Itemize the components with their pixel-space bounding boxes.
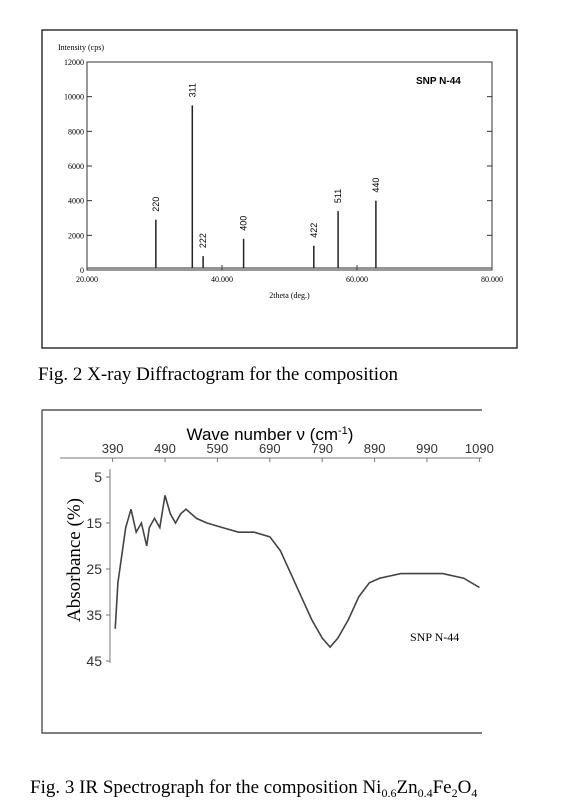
y-axis-label: Absorbance (%)	[64, 498, 85, 622]
y-axis-label: Intensity (cps)	[58, 43, 104, 52]
x-tick-label: 60.000	[346, 275, 368, 284]
peak-label: 220	[151, 197, 161, 212]
y-tick-label: 0	[80, 266, 84, 275]
y-tick-label: 25	[86, 561, 102, 577]
x-tick-label: 890	[364, 441, 386, 456]
x-tick-label: 1090	[465, 441, 494, 456]
x-tick-label: 790	[311, 441, 333, 456]
title-part: -1	[338, 425, 348, 437]
annotation: SNP N-44	[416, 76, 461, 87]
figure-frame	[41, 29, 518, 349]
x-tick-label: 990	[416, 441, 438, 456]
y-tick-label: 8000	[68, 127, 84, 136]
y-tick-label: 2000	[68, 231, 84, 240]
y-tick-label: 15	[86, 515, 102, 531]
x-tick-label: 590	[207, 441, 229, 456]
caption-part: Fe	[433, 777, 452, 798]
peak-label: 422	[309, 223, 319, 238]
peak-label: 222	[198, 233, 208, 248]
spectrum-line	[114, 495, 480, 649]
peak-label: 400	[239, 216, 249, 231]
y-tick-label: 12000	[64, 58, 84, 67]
peak-label: 511	[333, 189, 343, 203]
caption-part: Fig. 3 IR Spectrograph for the compositi…	[30, 777, 381, 798]
x-tick-label: 690	[259, 441, 281, 456]
y-tick-label: 6000	[68, 162, 84, 171]
x-axis-label: 2theta (deg.)	[269, 291, 310, 300]
x-tick-label: 40.000	[211, 275, 233, 284]
y-tick-label: 35	[86, 607, 102, 623]
caption-part: 0.4	[418, 786, 433, 800]
y-tick-label: 4000	[68, 197, 84, 206]
title-part: )	[348, 425, 354, 444]
y-tick-label: 45	[86, 653, 102, 669]
plot-frame	[86, 61, 493, 271]
caption-part: 2	[452, 786, 458, 800]
peak-label: 311	[187, 83, 197, 97]
figure-frame	[41, 409, 482, 734]
title-part: Wave number ν (cm	[187, 425, 338, 444]
chart-title: Wave number ν (cm-1)	[187, 425, 354, 444]
caption-part: O	[458, 777, 472, 798]
y-tick-label: 5	[94, 469, 102, 485]
caption-part: 0.6	[381, 786, 396, 800]
caption: Fig. 3 IR Spectrograph for the compositi…	[30, 777, 477, 800]
x-tick-label: 490	[154, 441, 176, 456]
x-tick-label: 80.000	[481, 275, 503, 284]
caption-part: 4	[471, 786, 477, 800]
caption-part: Zn	[396, 777, 418, 798]
peak-label: 440	[371, 178, 381, 193]
caption: Fig. 2 X-ray Diffractogram for the compo…	[38, 364, 399, 385]
annotation: SNP N-44	[410, 630, 459, 644]
x-tick-label: 20.000	[76, 275, 98, 284]
x-tick-label: 390	[102, 441, 124, 456]
y-tick-label: 10000	[64, 93, 84, 102]
